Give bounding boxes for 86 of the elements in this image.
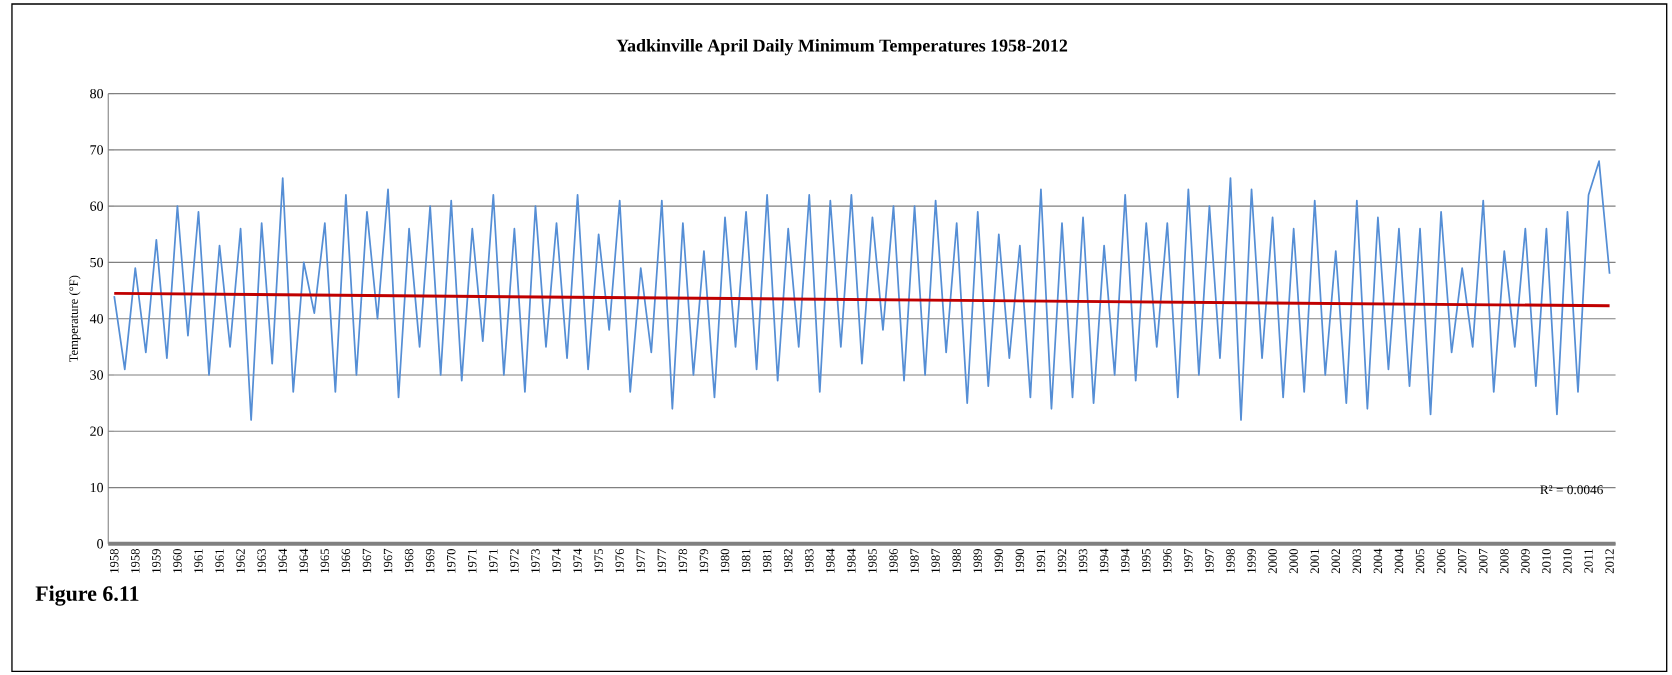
x-tick-label: 1973 <box>531 548 540 573</box>
x-tick-label: 1985 <box>868 548 877 573</box>
x-tick-label: 1971 <box>468 549 477 573</box>
x-tick-label: 2006 <box>1436 548 1446 574</box>
x-tick-label: 1986 <box>889 548 898 573</box>
x-tick-label: 1982 <box>783 549 793 573</box>
x-tick-label: 1966 <box>341 548 351 573</box>
x-tick-label: 1977 <box>636 548 645 573</box>
x-tick-label: 2009 <box>1521 548 1530 574</box>
y-tick-label: 0 <box>97 538 104 549</box>
y-tick-label: 10 <box>90 482 104 493</box>
x-tick-label: 1977 <box>657 548 667 573</box>
x-tick-label: 1990 <box>1015 548 1025 573</box>
x-tick-label: 1980 <box>720 548 730 573</box>
x-tick-label: 1994 <box>1120 548 1130 573</box>
x-tick-label: 1984 <box>847 548 856 573</box>
x-tick-label: 1963 <box>257 548 266 573</box>
x-tick-label: 1964 <box>278 548 287 573</box>
x-tick-label: 1975 <box>594 548 603 573</box>
chart-title: Yadkinville April Daily Minimum Temperatures 1958-2012 <box>616 38 1068 56</box>
x-tick-label: 2000 <box>1268 548 1277 574</box>
x-tick-label: 1983 <box>804 548 814 573</box>
x-tick-label: 1970 <box>446 548 456 573</box>
x-tick-label: 1981 <box>762 549 772 573</box>
x-tick-label: 1958 <box>131 548 140 573</box>
x-tick-label: 1961 <box>194 549 203 573</box>
x-tick-label: 1978 <box>678 548 688 573</box>
x-tick-label: 1997 <box>1184 548 1193 573</box>
x-tick-label: 2012 <box>1605 549 1614 574</box>
x-tick-label: 1988 <box>952 548 961 573</box>
x-tick-label: 1958 <box>109 548 119 573</box>
x-tick-label: 1974 <box>552 548 561 573</box>
x-tick-label: 2010 <box>1563 548 1572 574</box>
x-tick-label: 2004 <box>1394 548 1404 574</box>
x-tick-label: 1974 <box>573 548 582 573</box>
y-tick-label: 20 <box>90 426 104 436</box>
x-tick-label: 2008 <box>1500 548 1509 574</box>
x-tick-label: 1989 <box>973 548 982 573</box>
x-tick-label: 1962 <box>236 549 245 573</box>
line-series <box>113 160 1611 421</box>
x-tick-label: 2004 <box>1373 548 1383 574</box>
x-tick-label: 1979 <box>699 548 709 573</box>
y-tick-label: 40 <box>89 313 104 324</box>
x-tick-label: 1976 <box>615 548 624 573</box>
y-tick-label: 50 <box>90 257 104 268</box>
x-tick-label: 2007 <box>1478 548 1488 574</box>
x-tick-label: 1990 <box>994 548 1004 573</box>
x-tick-label: 1991 <box>1036 549 1046 573</box>
x-tick-label: 2002 <box>1331 549 1341 574</box>
x-tick-label: 1999 <box>1247 548 1256 573</box>
x-tick-label: 2005 <box>1415 548 1425 574</box>
x-tick-label: 2007 <box>1457 548 1467 574</box>
x-tick-label: 1981 <box>741 549 751 573</box>
x-tick-label: 1987 <box>931 548 940 573</box>
y-tick-label: 30 <box>90 370 104 380</box>
x-tick-label: 1984 <box>826 548 835 573</box>
x-tick-label: 1971 <box>489 549 498 573</box>
y-tick-label: 60 <box>90 201 104 211</box>
x-tick-label: 1998 <box>1226 548 1235 573</box>
x-tick-label: 1967 <box>362 548 372 573</box>
x-tick-label: 1972 <box>510 549 519 573</box>
x-tick-label: 1969 <box>425 548 435 573</box>
y-tick-label: 80 <box>90 88 104 99</box>
x-tick-label: 2003 <box>1352 548 1362 574</box>
x-tick-label: 1993 <box>1078 548 1088 573</box>
x-tick-label: 1997 <box>1205 548 1214 573</box>
annotation: R² = 0.0046 <box>1540 485 1603 495</box>
x-tick-label: 2011 <box>1584 549 1593 573</box>
x-tick-label: 1959 <box>152 548 161 573</box>
x-tick-label: 1992 <box>1057 549 1067 573</box>
x-tick-label: 1967 <box>383 548 393 573</box>
x-tick-label: 1996 <box>1163 548 1172 573</box>
caption: Figure 6.11 <box>35 585 139 606</box>
x-tick-label: 1960 <box>173 548 182 573</box>
x-tick-label: 1995 <box>1142 548 1151 573</box>
y-tick-label: 70 <box>90 145 104 155</box>
x-tick-label: 2001 <box>1310 549 1319 574</box>
y-axis-title: Temperature (°F) <box>69 275 81 362</box>
x-tick-label: 1987 <box>910 548 919 573</box>
x-tick-label: 1964 <box>299 548 309 573</box>
x-tick-label: 2000 <box>1289 548 1298 574</box>
x-tick-label: 1961 <box>215 549 224 573</box>
x-tick-label: 1965 <box>320 548 330 573</box>
x-tick-label: 1968 <box>404 548 414 573</box>
x-tick-label: 2010 <box>1542 548 1551 574</box>
x-tick-label: 1994 <box>1099 548 1109 573</box>
